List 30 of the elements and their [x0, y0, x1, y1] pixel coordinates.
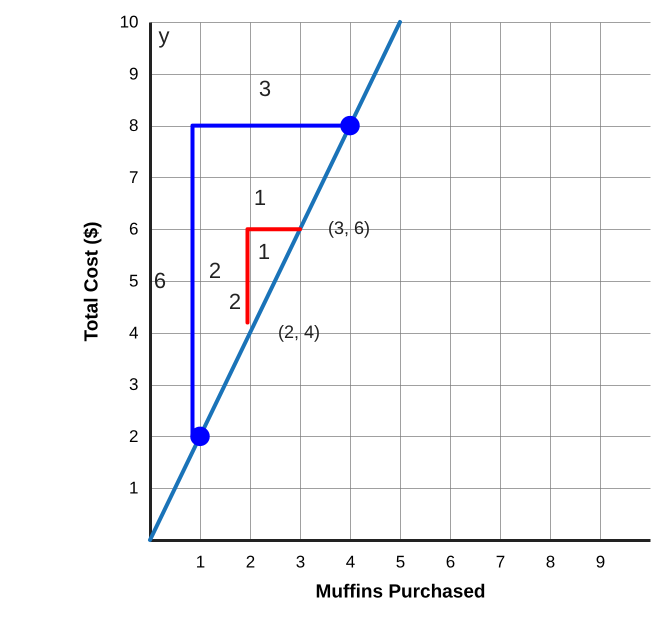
annotation: (3, 6): [328, 218, 370, 238]
annotation: y: [158, 23, 170, 48]
x-axis-title: Muffins Purchased: [316, 582, 486, 602]
annotation: 2: [228, 289, 242, 314]
y-tick-label: 4: [129, 323, 138, 342]
annotation: 1: [258, 239, 270, 264]
y-tick-label: 5: [129, 272, 138, 290]
annotation: 1: [254, 185, 266, 210]
x-tick-label: 2: [246, 552, 256, 572]
annotation: 3: [258, 76, 272, 101]
annotation: (2, 4): [278, 322, 320, 342]
x-tick-label: 3: [296, 552, 306, 572]
annotation: 6: [154, 268, 166, 293]
x-tick-label: 7: [496, 552, 506, 572]
y-tick-label: 10: [120, 12, 138, 32]
y-tick-label: 6: [129, 220, 138, 239]
x-tick-label: 9: [596, 552, 606, 572]
y-tick-label: 3: [129, 375, 138, 394]
annotation: 2: [208, 258, 222, 283]
y-tick-label: 8: [129, 116, 138, 136]
y-tick-label: 1: [129, 478, 138, 498]
x-tick-label: 6: [446, 552, 456, 572]
y-axis-title: Total Cost ($): [82, 222, 103, 342]
y-tick-label: 7: [129, 168, 138, 187]
x-tick-label: 1: [196, 552, 206, 572]
x-tick-label: 4: [346, 552, 356, 572]
y-tick-label: 2: [129, 426, 138, 446]
y-tick-label: 9: [129, 64, 138, 84]
x-tick-label: 8: [546, 552, 556, 572]
x-tick-label: 5: [396, 552, 406, 572]
